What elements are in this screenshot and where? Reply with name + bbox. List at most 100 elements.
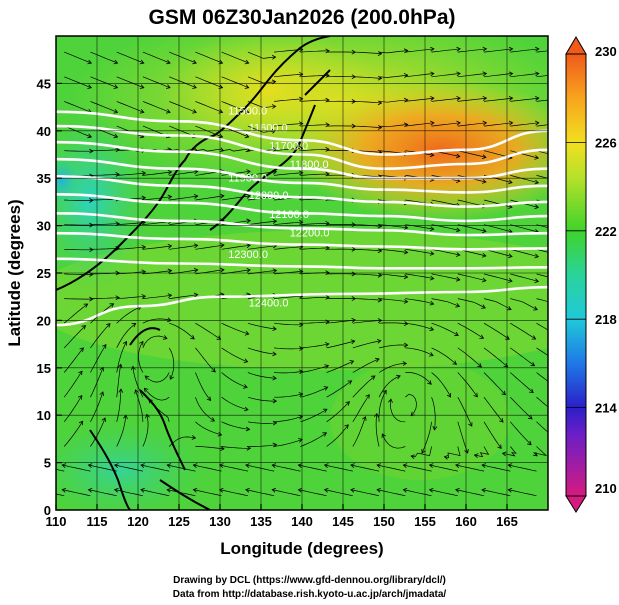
credit-data: Data from http://database.rish.kyoto-u.a… <box>172 589 447 600</box>
colorbar-bottom-arrow <box>565 495 587 513</box>
y-tick-label: 25 <box>37 266 51 281</box>
streamline-arrow <box>561 229 565 233</box>
streamline-arrow <box>89 198 94 203</box>
streamline-arrow <box>481 228 487 234</box>
streamline <box>116 76 144 89</box>
streamline-arrow <box>350 487 355 493</box>
cool-region-south <box>56 420 210 510</box>
streamline <box>274 73 303 78</box>
streamline-arrow <box>430 46 435 52</box>
y-axis-ticks: 0 5 10 15 20 25 30 35 40 45 <box>37 76 62 518</box>
streamline <box>90 173 120 176</box>
streamline <box>350 489 380 497</box>
contour-line <box>56 257 548 270</box>
streamline <box>508 489 537 497</box>
streamline <box>247 245 277 250</box>
streamline-arrow <box>244 59 250 65</box>
streamline-arrow <box>113 487 119 493</box>
streamline-arrow <box>167 169 173 175</box>
streamline-arrow <box>81 325 87 330</box>
streamline-arrow <box>190 335 195 340</box>
streamline <box>63 421 83 447</box>
streamline <box>536 175 548 179</box>
streamline <box>326 340 355 349</box>
streamline-arrow <box>429 275 435 281</box>
streamline-arrow <box>298 392 304 397</box>
streamline-arrow <box>139 109 145 114</box>
streamline <box>195 195 224 201</box>
streamline-arrow <box>166 463 172 468</box>
colorbar-label: 226 <box>595 135 617 150</box>
streamline <box>457 372 478 398</box>
streamline-arrow <box>298 414 304 420</box>
streamline <box>405 394 417 416</box>
streamline <box>193 489 222 497</box>
streamline-arrow <box>167 194 173 200</box>
streamline <box>536 248 548 253</box>
streamline <box>135 389 144 422</box>
streamline <box>457 322 484 339</box>
streamline-arrow <box>245 426 251 432</box>
streamline-arrow <box>243 384 248 389</box>
warm-region-japan <box>160 36 380 150</box>
streamline-arrow <box>101 417 106 423</box>
x-tick-label: 135 <box>250 514 272 529</box>
contour-line <box>56 110 548 156</box>
streamline <box>274 439 303 447</box>
streamline <box>510 122 539 127</box>
streamline-arrow <box>113 109 119 114</box>
streamline <box>144 388 170 401</box>
streamline-arrow <box>376 463 382 468</box>
streamline <box>169 195 198 201</box>
streamline <box>247 396 277 402</box>
streamline-arrow <box>481 253 487 258</box>
streamline <box>352 375 376 398</box>
streamline-arrow <box>89 222 94 228</box>
streamline-arrow <box>131 365 136 371</box>
streamline <box>274 347 303 350</box>
streamline-arrow <box>299 170 304 176</box>
streamline-arrow <box>322 408 328 413</box>
contour-line <box>56 212 548 237</box>
streamline-arrow <box>527 415 533 420</box>
streamline <box>536 298 548 302</box>
streamline-arrow <box>508 71 514 77</box>
streamline <box>536 396 548 408</box>
streamline-arrow <box>122 340 127 346</box>
streamline <box>324 464 353 472</box>
streamline-arrow <box>78 370 83 376</box>
streamline-arrow <box>501 390 506 396</box>
streamline-arrow <box>115 221 120 227</box>
streamline-arrow <box>220 243 225 248</box>
streamline <box>405 273 434 279</box>
streamline-arrow <box>87 463 93 468</box>
streamline-arrow <box>499 418 504 423</box>
streamline-arrow <box>113 59 119 65</box>
streamline-arrow <box>429 251 435 256</box>
streamline <box>326 360 354 373</box>
streamline <box>221 148 250 152</box>
streamline-arrow <box>529 388 534 393</box>
streamline-arrow <box>429 226 435 232</box>
streamline <box>116 306 142 324</box>
streamline-arrow <box>376 487 382 493</box>
streamline <box>116 364 122 398</box>
streamline <box>300 247 330 250</box>
streamline <box>536 75 548 78</box>
streamline-arrow <box>140 463 145 468</box>
x-tick-label: 165 <box>496 514 518 529</box>
y-tick-label: 20 <box>37 313 51 328</box>
streamline-arrow <box>482 71 488 77</box>
streamline-arrow <box>479 334 485 339</box>
taiwan <box>129 327 161 346</box>
streamline-arrow <box>192 84 197 89</box>
streamline-arrow <box>272 351 277 357</box>
streamline-arrow <box>167 243 173 249</box>
streamline <box>536 99 548 102</box>
streamline-arrow <box>396 374 401 380</box>
streamline-arrow <box>534 278 540 283</box>
streamline <box>298 489 327 497</box>
streamline <box>483 97 513 102</box>
streamline <box>274 172 303 176</box>
streamline <box>116 101 144 113</box>
